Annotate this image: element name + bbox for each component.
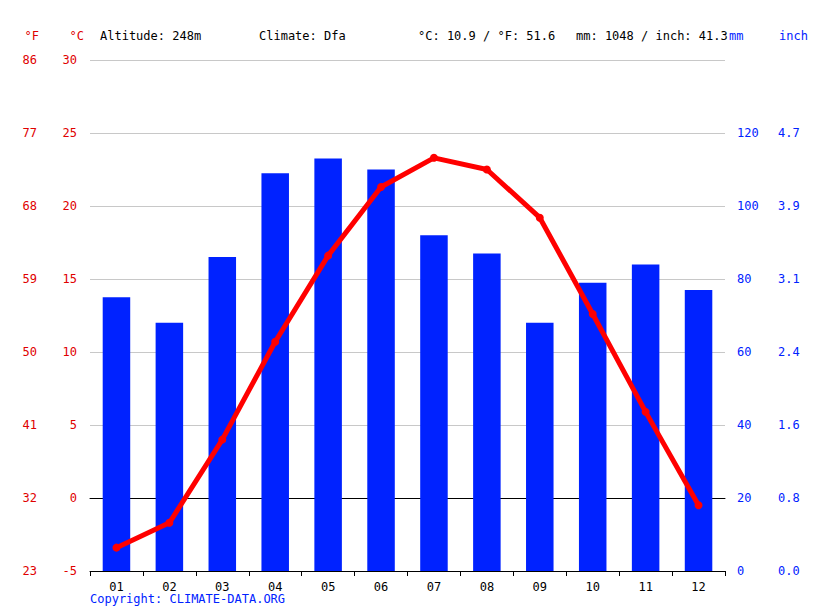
svg-text:60: 60 [737, 345, 751, 359]
svg-text:23: 23 [23, 564, 37, 578]
svg-text:0: 0 [737, 564, 744, 578]
svg-text:10: 10 [63, 345, 77, 359]
svg-text:12: 12 [691, 580, 705, 594]
svg-text:mm: 1048 / inch: 41.3: mm: 1048 / inch: 41.3 [576, 29, 728, 43]
svg-text:°C: 10.9 / °F: 51.6: °C: 10.9 / °F: 51.6 [418, 29, 555, 43]
svg-text:04: 04 [268, 580, 282, 594]
svg-text:Altitude: 248m: Altitude: 248m [100, 29, 201, 43]
svg-text:41: 41 [23, 418, 37, 432]
svg-text:09: 09 [533, 580, 547, 594]
svg-text:30: 30 [63, 53, 77, 67]
svg-text:°C: °C [70, 29, 84, 43]
svg-text:3.9: 3.9 [778, 199, 800, 213]
svg-text:11: 11 [638, 580, 652, 594]
svg-text:05: 05 [321, 580, 335, 594]
svg-text:1.6: 1.6 [778, 418, 800, 432]
svg-text:4.7: 4.7 [778, 126, 800, 140]
svg-text:86: 86 [23, 53, 37, 67]
svg-text:07: 07 [427, 580, 441, 594]
svg-text:68: 68 [23, 199, 37, 213]
svg-text:5: 5 [70, 418, 77, 432]
svg-text:59: 59 [23, 272, 37, 286]
svg-text:15: 15 [63, 272, 77, 286]
svg-text:20: 20 [737, 491, 751, 505]
svg-text:Copyright: CLIMATE-DATA.ORG: Copyright: CLIMATE-DATA.ORG [90, 592, 285, 606]
svg-text:10: 10 [585, 580, 599, 594]
svg-text:Climate: Dfa: Climate: Dfa [259, 29, 346, 43]
svg-text:01: 01 [109, 580, 123, 594]
svg-text:80: 80 [737, 272, 751, 286]
svg-text:°F: °F [25, 29, 39, 43]
svg-text:2.4: 2.4 [778, 345, 800, 359]
svg-text:25: 25 [63, 126, 77, 140]
svg-text:08: 08 [480, 580, 494, 594]
svg-text:0.0: 0.0 [778, 564, 800, 578]
svg-text:40: 40 [737, 418, 751, 432]
svg-text:-5: -5 [63, 564, 77, 578]
svg-text:50: 50 [23, 345, 37, 359]
svg-text:0: 0 [70, 491, 77, 505]
svg-text:inch: inch [779, 29, 808, 43]
svg-text:06: 06 [374, 580, 388, 594]
svg-text:100: 100 [737, 199, 759, 213]
svg-text:120: 120 [737, 126, 759, 140]
svg-text:77: 77 [23, 126, 37, 140]
svg-text:02: 02 [162, 580, 176, 594]
svg-text:20: 20 [63, 199, 77, 213]
svg-text:32: 32 [23, 491, 37, 505]
svg-text:0.8: 0.8 [778, 491, 800, 505]
svg-text:3.1: 3.1 [778, 272, 800, 286]
svg-text:03: 03 [215, 580, 229, 594]
svg-text:mm: mm [729, 29, 743, 43]
